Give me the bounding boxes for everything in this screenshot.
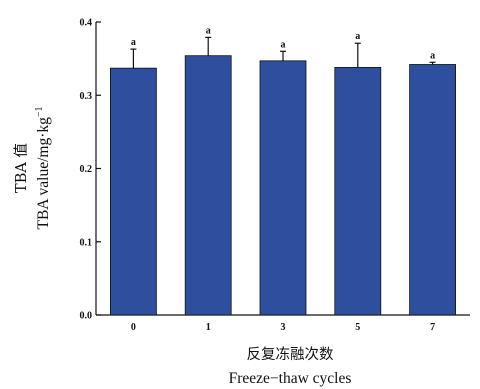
x-tick-label: 1 [206,322,211,333]
error-bars [130,36,436,69]
y-axis-title: TBA 值 TBA value/mg·kg−1 [13,106,52,229]
y-axis-title-line2: TBA value/mg·kg−1 [34,106,52,229]
bar [259,60,307,316]
y-axis-title-line2-main: TBA value/mg·kg [35,117,52,230]
y-tick-label: 0.4 [80,18,93,29]
significance-letter: a [281,39,286,50]
y-tick-label: 0.1 [80,237,93,248]
bar [184,55,232,316]
significance-letter: a [355,31,360,42]
y-axis-ticks: 0.0 0.1 0.2 0.3 0.4 [80,18,101,322]
significance-letters: a a a a a [131,25,435,61]
bar [110,67,157,316]
y-tick-label: 0.2 [80,164,93,175]
y-axis-title-line1: TBA 值 [13,143,30,193]
y-tick-label: 0.0 [80,311,93,322]
bar [334,67,382,316]
x-axis-title-line2: Freeze−thaw cycles [229,370,352,387]
significance-letter: a [206,25,211,36]
y-tick-label: 0.3 [80,91,93,102]
x-tick-label: 0 [131,322,136,333]
bar-series [110,55,457,316]
x-axis-title-line1: 反复冻融次数 [247,345,334,363]
x-tick-label: 3 [281,322,286,333]
bar [409,64,457,316]
significance-letter: a [430,50,435,61]
x-tick-label: 5 [355,322,360,333]
significance-letter: a [131,37,136,48]
y-axis-title-superscript: −1 [34,106,45,117]
x-tick-label: 7 [430,322,435,333]
